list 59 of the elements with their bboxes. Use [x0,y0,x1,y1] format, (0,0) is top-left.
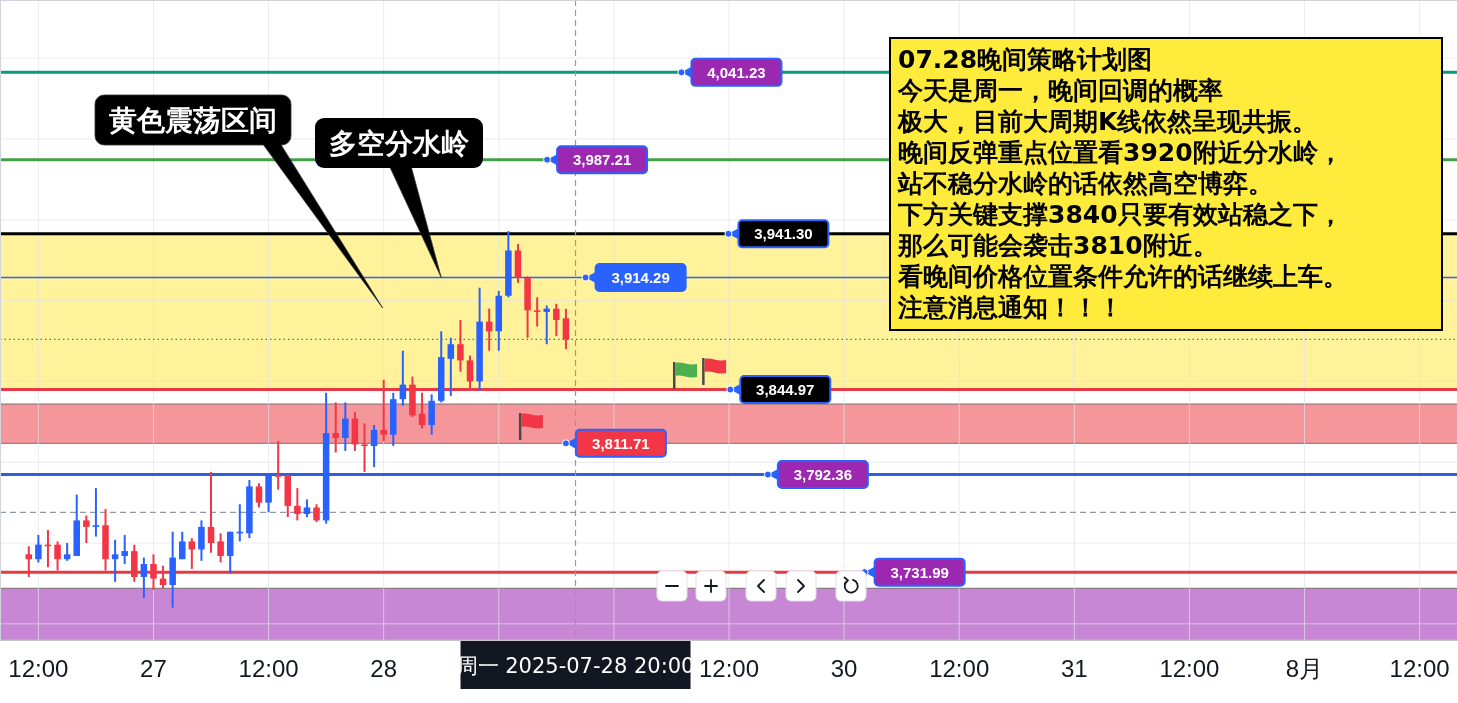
candlestick [332,401,339,454]
candlestick [274,440,282,491]
band-label: 3,811.71 [592,434,650,452]
candlestick [342,401,349,452]
annotation: 看晚间价格位置条件允许的话继续上车。 [897,262,1348,291]
ref-line-label: 3,987.21 [572,151,632,169]
ref-line-label: 3,941.30 [754,225,813,243]
x-tick-label: 12:00 [698,655,760,682]
candlestick [447,336,455,397]
candlestick [562,307,570,351]
candlestick [150,553,157,591]
ref-line-label: 4,041.23 [707,63,766,81]
candlestick [466,354,474,391]
candlestick [553,302,560,338]
candlestick [543,304,551,346]
annotation: 站不稳分水岭的话依然高空博弈。 [897,169,1273,198]
x-tick-label: 30 [830,655,858,682]
candlestick [140,556,148,599]
annotation: 极大，目前大周期K线依然呈现共振。 [897,107,1318,136]
annotation: 注意消息通知！！！ [897,293,1123,322]
candlestick [198,519,205,562]
annotation: 黄色震荡区间 [108,104,277,137]
candlestick [111,538,119,583]
candlestick [35,533,42,564]
candlestick [83,514,90,545]
candlestick [294,487,301,522]
candlestick [207,470,215,554]
candlestick [25,545,33,578]
candlestick [217,532,224,564]
annotation: 今天是周一，晚间回调的概率 [897,76,1223,105]
x-tick-label: 8月 [1285,655,1324,682]
candlestick [361,422,368,473]
x-tick-label: 12:00 [8,655,69,682]
candlestick [370,424,378,469]
ref-line-label: 3,844.97 [756,381,815,399]
x-tick-label: 27 [140,655,167,682]
ref-line-label: 3,792.36 [793,466,853,484]
candlestick [255,482,263,509]
x-tick-label: 12:00 [1159,655,1220,682]
annotation: 多空分水岭 [329,127,470,160]
candlestick [54,540,61,572]
annotation: 那么可能会袭击3810附近。 [897,231,1218,260]
x-tick-label: 12:00 [1389,655,1450,682]
ref-line-label: 3,731.99 [890,563,949,581]
annotation: 晚间反弹重点位置看3920附近分水岭， [898,138,1343,167]
ref-line-label: 3,914.29 [611,269,670,287]
x-tick-label: 28 [370,655,398,682]
text: 07.28晚间策略计划图 [898,45,1153,74]
candlestick [533,296,541,328]
x-tick-label: 12:00 [929,655,990,682]
candlestick [121,533,128,566]
candlestick [380,378,387,443]
candlestick [92,487,100,538]
candlestick [178,530,186,561]
candlestick [457,319,464,373]
x-tick-label: 12:00 [238,655,299,682]
annotation: 下方关键支撑3840只要有效站稳之下， [897,200,1343,229]
candlestick [188,537,196,570]
x-tick-label: 31 [1060,655,1088,682]
